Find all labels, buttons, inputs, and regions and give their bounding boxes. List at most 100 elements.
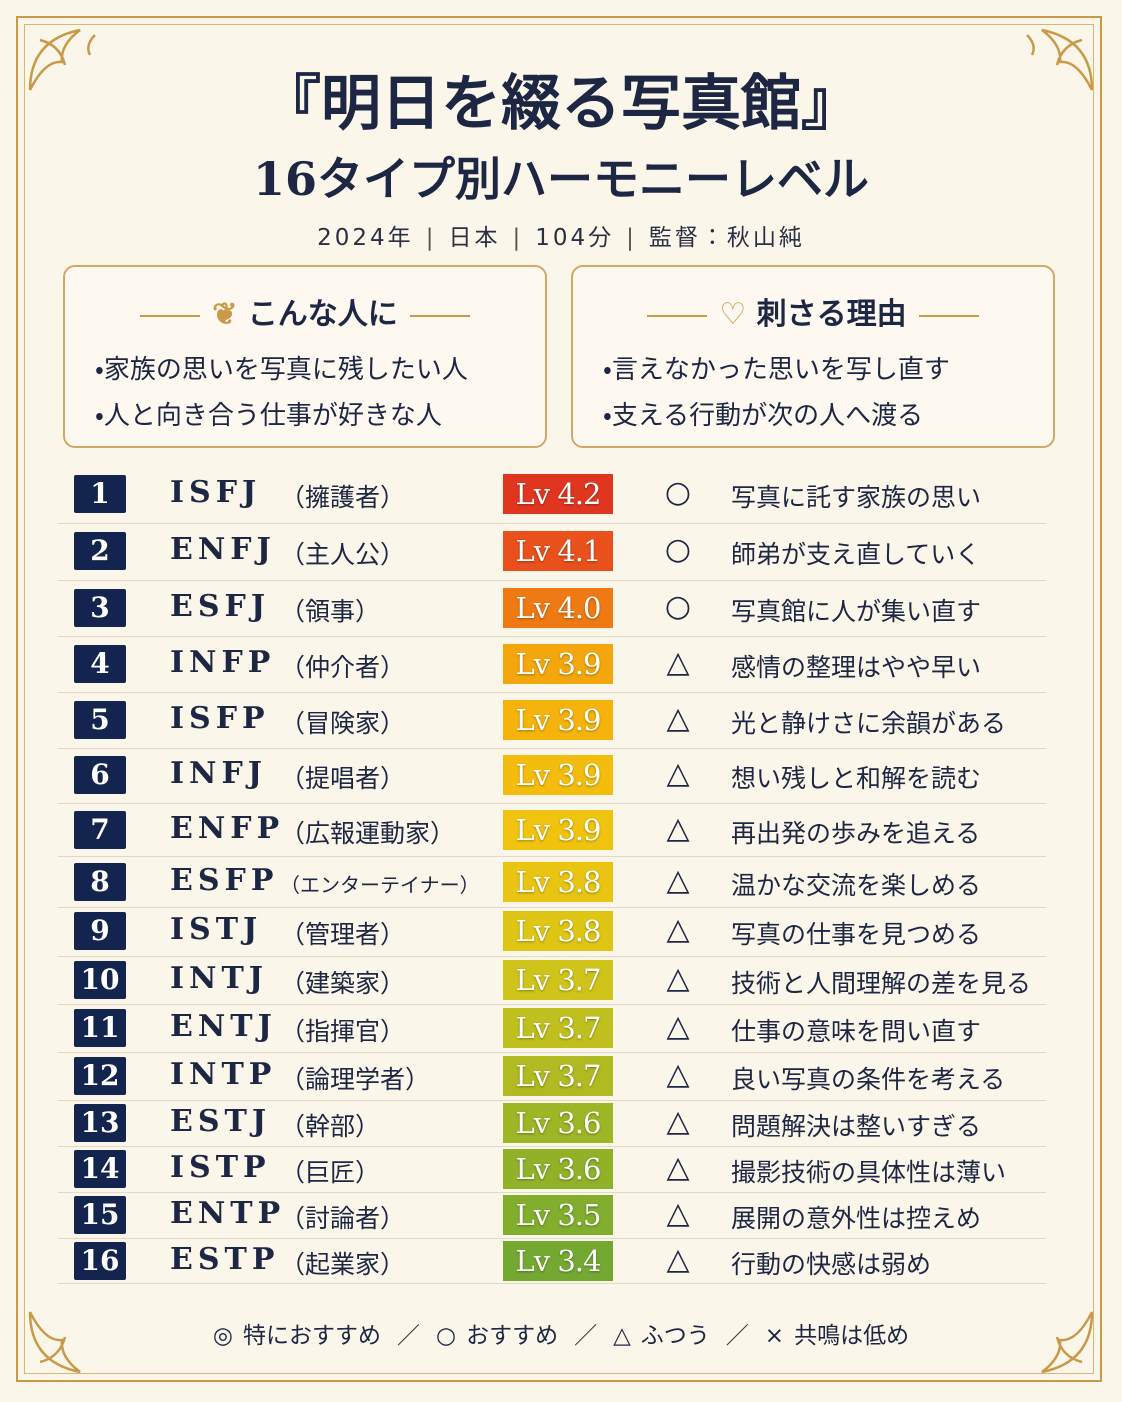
heading-text: こんな人に [247, 297, 398, 332]
type-code: ENTP [170, 1196, 286, 1231]
legend-symbol: ◎ [212, 1323, 233, 1349]
type-role: （仲介者） [280, 653, 406, 682]
heading-text: 刺さる理由 [756, 297, 907, 332]
table-row: 1 ISFJ （擁護者） Lv 4.2 ○ 写真に託す家族の思い [58, 466, 1046, 524]
type-code: ESTJ [170, 1104, 272, 1139]
table-row: 9 ISTJ （管理者） Lv 3.8 △ 写真の仕事を見つめる [58, 907, 1046, 957]
type-role: （冒険家） [280, 709, 406, 738]
level-badge: Lv 3.8 [503, 911, 613, 951]
meta: 2024年 | 日本 | 104分 | 監督：秋山純 [0, 218, 1122, 252]
rating-mark: △ [666, 1150, 690, 1185]
separator: | [512, 225, 524, 251]
legend: ◎ 特におすすめ ／ ○ おすすめ ／ △ ふつう ／ × 共鳴は低め [0, 1316, 1122, 1350]
rating-mark: △ [666, 1242, 690, 1277]
rating-mark: △ [666, 1104, 690, 1139]
level-badge: Lv 3.6 [503, 1103, 613, 1143]
legend-label: 特におすすめ [243, 1323, 381, 1349]
table-row: 15 ENTP （討論者） Lv 3.5 △ 展開の意外性は控えめ [58, 1192, 1046, 1239]
box-heading: ♡ 刺さる理由 [573, 289, 1053, 333]
rating-mark: ○ [664, 475, 692, 510]
legend-symbol: ○ [436, 1323, 457, 1349]
rating-mark: △ [666, 863, 690, 898]
box-item: 家族の思いを写真に残したい人 [95, 347, 545, 393]
table-row: 13 ESTJ （幹部） Lv 3.6 △ 問題解決は整いすぎる [58, 1100, 1046, 1147]
type-code: INTJ [170, 961, 268, 996]
level-badge: Lv 3.8 [503, 862, 613, 902]
type-code: ENTJ [170, 1009, 277, 1044]
type-role: （討論者） [280, 1204, 406, 1233]
type-role: （建築家） [280, 969, 406, 998]
rank-badge: 13 [74, 1104, 126, 1142]
rating-mark: △ [666, 912, 690, 947]
comment: 師弟が支え直していく [731, 540, 981, 569]
rating-mark: △ [666, 756, 690, 791]
subtitle: 16タイプ別ハーモニーレベル [252, 152, 869, 206]
comment: 撮影技術の具体性は薄い [731, 1158, 1007, 1187]
rating-mark: △ [666, 1196, 690, 1231]
comment: 写真館に人が集い直す [731, 597, 982, 626]
type-code: ESTP [170, 1242, 280, 1277]
separator: | [626, 225, 637, 251]
table-row: 8 ESFP （エンターテイナー） Lv 3.8 △ 温かな交流を楽しめる [58, 856, 1046, 908]
type-role: （提唱者） [280, 764, 406, 793]
rank-badge: 3 [74, 589, 126, 627]
comment: 感情の整理はやや早い [731, 653, 982, 682]
comment: 展開の意外性は控えめ [731, 1204, 982, 1233]
rank-badge: 14 [74, 1150, 126, 1188]
meta-item: 2024年 [317, 225, 414, 251]
rank-badge: 10 [74, 961, 126, 999]
type-code: ISTP [170, 1150, 271, 1185]
table-row: 6 INFJ （提唱者） Lv 3.9 △ 想い残しと和解を読む [58, 748, 1046, 804]
rank-badge: 8 [74, 863, 126, 901]
type-code: ISFP [170, 701, 270, 736]
table-row: 2 ENFJ （主人公） Lv 4.1 ○ 師弟が支え直していく [58, 523, 1046, 581]
rating-mark: △ [666, 811, 690, 846]
rank-badge: 2 [74, 532, 126, 570]
box: ❦ こんな人に 家族の思いを写真に残したい人 人と向き合う仕事が好きな人 [63, 265, 547, 448]
type-role: （論理学者） [280, 1065, 431, 1094]
type-code: ENFJ [170, 532, 276, 567]
type-role: （起業家） [280, 1250, 406, 1279]
box-item: 人と向き合う仕事が好きな人 [95, 393, 545, 439]
separator: ／ [397, 1323, 420, 1349]
table-row: 16 ESTP （起業家） Lv 3.4 △ 行動の快感は弱め [58, 1238, 1046, 1284]
type-code: INFP [170, 645, 276, 680]
rank-badge: 6 [74, 756, 126, 794]
legend-label: ふつう [640, 1323, 710, 1349]
level-badge: Lv 3.6 [503, 1149, 613, 1189]
frame [16, 16, 1102, 1382]
table-row: 3 ESFJ （領事） Lv 4.0 ○ 写真館に人が集い直す [58, 580, 1046, 637]
comment: 光と静けさに余韻がある [731, 709, 1007, 738]
title: 『明日を綴る写真館』 [261, 69, 861, 139]
level-badge: Lv 3.7 [503, 960, 613, 1000]
rank-badge: 1 [74, 475, 126, 513]
legend-symbol: △ [613, 1323, 631, 1349]
rank-badge: 4 [74, 645, 126, 683]
rating-mark: △ [666, 645, 690, 680]
meta-item: 監督：秋山純 [648, 225, 805, 251]
level-badge: Lv 3.9 [503, 755, 613, 795]
rating-mark: ○ [664, 532, 692, 567]
type-role: （幹部） [280, 1112, 381, 1141]
level-badge: Lv 3.5 [503, 1195, 613, 1235]
comment: 想い残しと和解を読む [731, 764, 982, 793]
separator: ／ [725, 1323, 749, 1349]
type-role: （主人公） [280, 540, 406, 569]
type-role: （管理者） [280, 920, 406, 949]
type-code: INFJ [170, 756, 267, 791]
comment: 写真に託す家族の思い [731, 483, 982, 512]
comment: 温かな交流を楽しめる [731, 871, 982, 900]
separator: | [425, 225, 437, 251]
meta-item: 日本 [448, 225, 501, 251]
rating-mark: △ [666, 1009, 690, 1044]
table-row: 12 INTP （論理学者） Lv 3.7 △ 良い写真の条件を考える [58, 1052, 1046, 1101]
level-badge: Lv 4.1 [503, 531, 613, 571]
comment: 問題解決は整いすぎる [731, 1112, 982, 1141]
comment: 行動の快感は弱め [731, 1250, 932, 1279]
comment: 良い写真の条件を考える [731, 1065, 1006, 1094]
legend-label: おすすめ [466, 1323, 559, 1349]
type-code: ISFJ [170, 475, 262, 510]
rating-mark: △ [666, 701, 690, 736]
